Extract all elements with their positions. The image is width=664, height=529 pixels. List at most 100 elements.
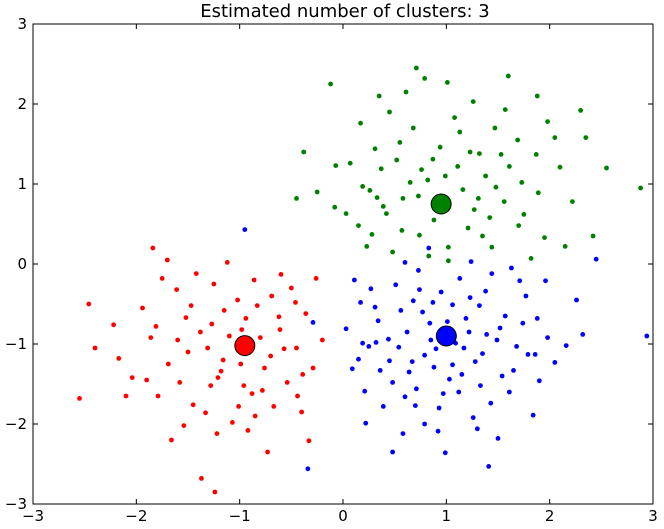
data-point: [288, 285, 294, 291]
data-point: [471, 207, 477, 213]
data-point: [447, 376, 452, 382]
data-point: [155, 393, 161, 399]
data-point: [386, 336, 391, 342]
data-point: [472, 359, 478, 364]
data-point: [444, 80, 450, 85]
data-point: [450, 362, 455, 368]
data-point: [428, 337, 434, 343]
data-point: [262, 365, 267, 371]
data-point: [489, 271, 495, 276]
data-point: [430, 300, 436, 305]
data-point: [438, 289, 444, 295]
data-point: [242, 227, 248, 233]
data-point: [351, 277, 357, 283]
data-points-layer: [77, 65, 650, 495]
x-tick-label: −3: [22, 507, 44, 525]
data-point: [209, 321, 215, 327]
data-point: [413, 386, 419, 392]
data-point: [495, 436, 501, 441]
data-point: [377, 368, 383, 373]
data-point: [517, 278, 523, 284]
data-point: [390, 249, 395, 255]
data-point: [419, 167, 424, 173]
data-point: [583, 135, 589, 141]
data-point: [251, 277, 257, 283]
data-point: [470, 415, 476, 420]
data-point: [212, 489, 218, 495]
data-point: [483, 288, 488, 294]
data-point: [236, 404, 242, 409]
data-point: [497, 325, 503, 331]
cluster-center-marker: [430, 193, 452, 215]
data-point: [406, 369, 412, 375]
data-point: [480, 351, 485, 356]
data-point: [364, 244, 370, 249]
data-point: [463, 316, 469, 321]
data-point: [494, 337, 500, 343]
data-point: [333, 163, 339, 169]
data-point: [474, 426, 480, 432]
data-point: [516, 223, 522, 229]
data-point: [400, 196, 406, 201]
data-point: [301, 149, 307, 155]
data-point: [461, 345, 467, 351]
data-point: [111, 322, 116, 328]
y-tick-label: 0: [17, 255, 27, 273]
data-point: [254, 303, 260, 308]
data-point: [235, 297, 241, 303]
data-point: [214, 431, 220, 436]
data-point: [271, 404, 277, 409]
data-point: [398, 308, 404, 313]
data-point: [412, 403, 418, 408]
data-point: [413, 65, 419, 71]
data-point: [281, 346, 287, 352]
data-point: [373, 340, 379, 345]
data-point: [310, 365, 316, 371]
data-point: [239, 327, 245, 332]
data-point: [249, 391, 255, 396]
data-point: [536, 378, 542, 384]
data-point: [211, 281, 217, 287]
data-point: [366, 344, 372, 349]
data-point: [174, 287, 180, 292]
data-point: [183, 315, 189, 320]
y-tick-label: −1: [5, 335, 27, 353]
data-point: [457, 276, 463, 281]
data-point: [431, 217, 437, 223]
data-point: [294, 345, 299, 351]
data-point: [525, 352, 531, 357]
data-point: [505, 73, 511, 79]
data-point: [467, 149, 473, 155]
data-point: [446, 244, 451, 250]
data-point: [193, 271, 199, 276]
cluster-center-marker: [435, 325, 457, 347]
data-point: [502, 313, 508, 319]
data-point: [397, 140, 403, 145]
data-point: [580, 332, 586, 337]
data-point: [506, 389, 512, 395]
data-point: [467, 295, 473, 300]
data-point: [446, 258, 451, 264]
data-point: [199, 476, 204, 481]
data-point: [276, 314, 282, 320]
data-point: [153, 324, 159, 329]
data-point: [294, 196, 299, 201]
data-point: [367, 188, 373, 193]
data-point: [252, 413, 258, 419]
data-point: [177, 380, 183, 385]
data-point: [484, 332, 490, 337]
data-point: [360, 184, 366, 189]
data-point: [486, 464, 492, 469]
data-point: [459, 372, 465, 377]
data-point: [358, 120, 363, 126]
data-point: [574, 297, 579, 303]
data-point: [221, 308, 227, 313]
data-point: [241, 383, 247, 388]
data-point: [278, 272, 284, 277]
data-point: [399, 228, 405, 233]
data-point: [387, 358, 392, 364]
data-point: [375, 318, 381, 324]
data-point: [534, 316, 540, 321]
